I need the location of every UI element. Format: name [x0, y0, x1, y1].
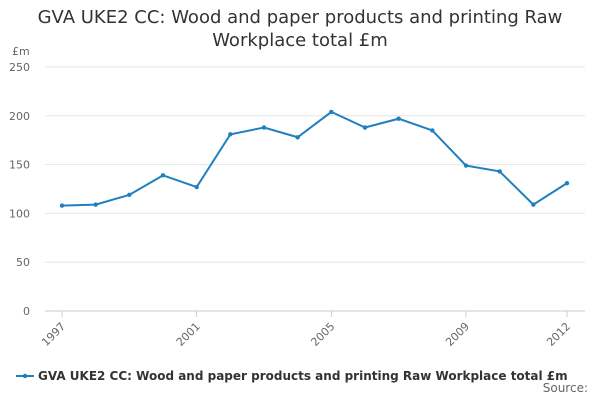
legend-marker — [22, 373, 28, 379]
point — [463, 163, 469, 168]
x-tick-label: 2001 — [174, 320, 203, 349]
y-tick-label: 250 — [9, 61, 30, 74]
point — [396, 116, 401, 121]
x-tick-label: 2005 — [308, 320, 337, 349]
chart-title: GVA UKE2 CC: Wood and paper products and… — [37, 7, 563, 51]
y-tick-label: 50 — [16, 256, 30, 269]
x-tick-label: 2012 — [544, 320, 573, 349]
x-tick-label: 1997 — [39, 320, 68, 349]
point — [497, 169, 502, 174]
legend-label: GVA UKE2 CC: Wood and paper products and… — [38, 369, 568, 383]
y-axis-label: £m — [12, 45, 30, 58]
x-tick-label: 2009 — [443, 320, 472, 349]
point — [362, 125, 368, 130]
source: Source: — [543, 381, 588, 395]
point — [564, 180, 570, 186]
point — [329, 109, 334, 115]
point — [59, 203, 65, 208]
point — [93, 202, 98, 207]
point — [127, 192, 132, 198]
point — [261, 125, 267, 130]
point — [430, 128, 435, 133]
point — [228, 132, 233, 137]
point — [531, 202, 536, 207]
y-tick-label: 150 — [9, 159, 30, 172]
y-tick-label: 100 — [9, 207, 30, 220]
y-tick-label: 200 — [9, 110, 30, 123]
point — [160, 173, 166, 178]
y-tick-label: 0 — [23, 305, 30, 318]
line — [61, 110, 568, 207]
point — [295, 135, 300, 140]
point — [194, 184, 199, 190]
